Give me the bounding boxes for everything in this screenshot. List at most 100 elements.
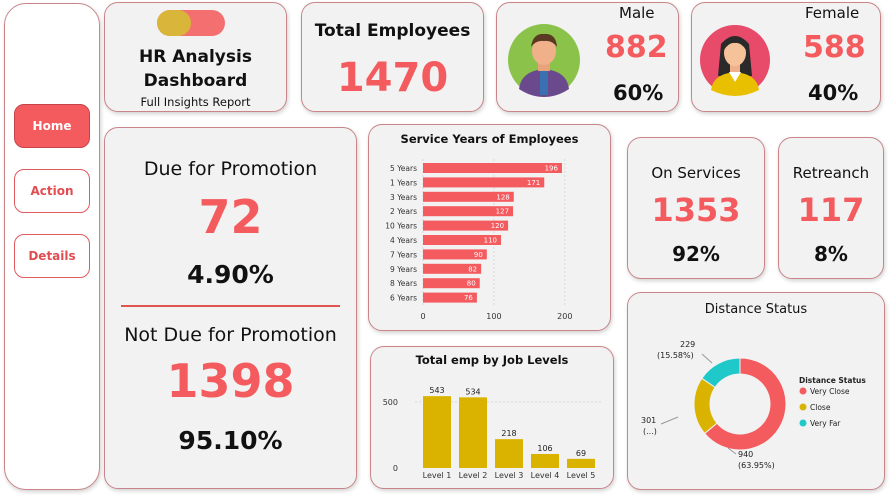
bar — [423, 163, 562, 173]
bar-value-label: 543 — [429, 386, 444, 395]
on-services-card: On Services 1353 92% — [627, 137, 765, 279]
donut-slice-very-close — [703, 357, 787, 451]
bar-value-label: 128 — [496, 193, 509, 201]
due-promotion-label: Due for Promotion — [143, 158, 318, 180]
bar — [423, 177, 545, 188]
distance-status-chart-card: Distance Status 940 (63.95%) 301 (...) 229 (1… — [627, 292, 885, 490]
female-value: 588 — [803, 30, 866, 65]
distance-status-chart: 940 (63.95%) 301 (...) 229 (15.58%) Distance S… — [641, 340, 866, 470]
y-tick-label: 0 — [393, 464, 398, 473]
job-levels-chart-title: Total emp by Job Levels — [415, 353, 569, 367]
legend-swatch-very-far — [799, 419, 807, 427]
x-category-label: Level 3 — [495, 471, 524, 480]
service-years-chart: 0 100 200 5 Years 196 1 Years 171 3 Years 128 2 Y… — [385, 159, 572, 321]
due-promotion-percent: 4.90% — [187, 260, 274, 289]
legend-title: Distance Status — [799, 376, 866, 385]
total-employees-label: Total Employees — [314, 21, 471, 41]
x-tick-label: 100 — [486, 312, 501, 321]
job-levels-chart-card: Total emp by Job Levels 0 500 543 Level 1 53… — [370, 346, 614, 489]
bar — [495, 439, 523, 468]
job-levels-chart: 0 500 543 Level 1 534 Level 2 218 Level 3 106 Lev… — [383, 386, 603, 480]
y-tick-label: 500 — [383, 398, 398, 407]
divider — [121, 305, 340, 307]
nav-details-button[interactable]: Details — [14, 234, 90, 278]
x-category-label: Level 4 — [531, 471, 560, 480]
slice-percent-label: (...) — [643, 427, 657, 436]
nav-home-button[interactable]: Home — [14, 104, 90, 148]
y-category-label: 9 Years — [390, 265, 417, 274]
retreanch-percent: 8% — [814, 242, 848, 266]
leader-line — [701, 353, 713, 364]
page-subtitle: Full Insights Report — [140, 95, 251, 109]
female-avatar-icon — [700, 25, 770, 96]
female-percent: 40% — [808, 81, 859, 105]
bar — [531, 453, 559, 468]
bar-value-label: 171 — [527, 179, 540, 187]
service-years-chart-title: Service Years of Employees — [400, 132, 579, 146]
due-promotion-value: 72 — [198, 190, 263, 244]
slice-value-label: 940 — [738, 450, 753, 459]
total-employees-card: Total Employees 1470 — [301, 2, 484, 112]
y-category-label: 3 Years — [390, 193, 417, 202]
service-years-chart-card: Service Years of Employees 0 100 200 5 Year… — [368, 124, 611, 331]
legend-label: Very Close — [810, 387, 850, 396]
male-value: 882 — [605, 30, 668, 65]
legend-swatch-very-close — [799, 387, 807, 395]
bar — [423, 191, 514, 202]
legend-swatch-close — [799, 403, 807, 411]
y-category-label: 10 Years — [385, 222, 417, 231]
bar — [423, 249, 487, 260]
distance-status-chart-title: Distance Status — [704, 302, 808, 317]
bar-value-label: 120 — [491, 222, 504, 230]
bar — [423, 220, 509, 231]
logo-toggle-icon — [157, 10, 225, 36]
y-category-label: 2 Years — [390, 207, 417, 216]
bar-value-label: 196 — [545, 165, 559, 173]
x-tick-label: 200 — [557, 312, 572, 321]
slice-value-label: 229 — [680, 340, 695, 349]
x-category-label: Level 5 — [567, 471, 596, 480]
slice-percent-label: (15.58%) — [657, 351, 694, 360]
bar-value-label: 69 — [576, 449, 586, 458]
bar — [423, 292, 477, 303]
bar-value-label: 534 — [465, 387, 480, 396]
page-title: HR Analysis Dashboard — [139, 47, 252, 91]
leader-line — [727, 447, 737, 455]
male-percent: 60% — [613, 81, 664, 105]
bar-value-label: 106 — [537, 444, 552, 453]
legend-label: Close — [810, 403, 831, 412]
male-card: Male 882 60% — [496, 2, 679, 112]
y-category-label: 6 Years — [390, 294, 417, 303]
x-tick-label: 0 — [420, 312, 425, 321]
y-category-label: 7 Years — [390, 250, 417, 259]
retreanch-label: Retreanch — [792, 164, 870, 182]
on-services-value: 1353 — [651, 191, 741, 229]
bar — [567, 458, 595, 468]
retreanch-card: Retreanch 117 8% — [778, 137, 884, 279]
y-category-label: 5 Years — [390, 164, 417, 173]
legend-label: Very Far — [810, 419, 841, 428]
bar-value-label: 76 — [464, 294, 473, 302]
male-label: Male — [619, 4, 655, 22]
bar-value-label: 110 — [484, 237, 497, 245]
title-card: HR Analysis Dashboard Full Insights Repo… — [104, 2, 287, 112]
y-category-label: 1 Years — [390, 178, 417, 187]
retreanch-value: 117 — [797, 191, 865, 229]
promotion-card: Due for Promotion 72 4.90% Not Due for P… — [104, 127, 357, 489]
y-category-label: 8 Years — [390, 279, 417, 288]
bar-value-label: 127 — [496, 208, 509, 216]
y-category-label: 4 Years — [390, 236, 417, 245]
not-due-promotion-value: 1398 — [166, 354, 295, 408]
bar — [423, 263, 482, 274]
nav-action-button[interactable]: Action — [14, 169, 90, 213]
slice-value-label: 301 — [641, 416, 656, 425]
donut-slice-very-far — [701, 357, 741, 388]
x-category-label: Level 2 — [459, 471, 488, 480]
bar-value-label: 80 — [467, 280, 476, 288]
male-avatar-icon — [508, 24, 580, 97]
bar — [459, 397, 487, 468]
on-services-label: On Services — [651, 164, 741, 182]
female-label: Female — [805, 4, 860, 22]
not-due-promotion-percent: 95.10% — [178, 426, 283, 455]
on-services-percent: 92% — [672, 242, 720, 266]
